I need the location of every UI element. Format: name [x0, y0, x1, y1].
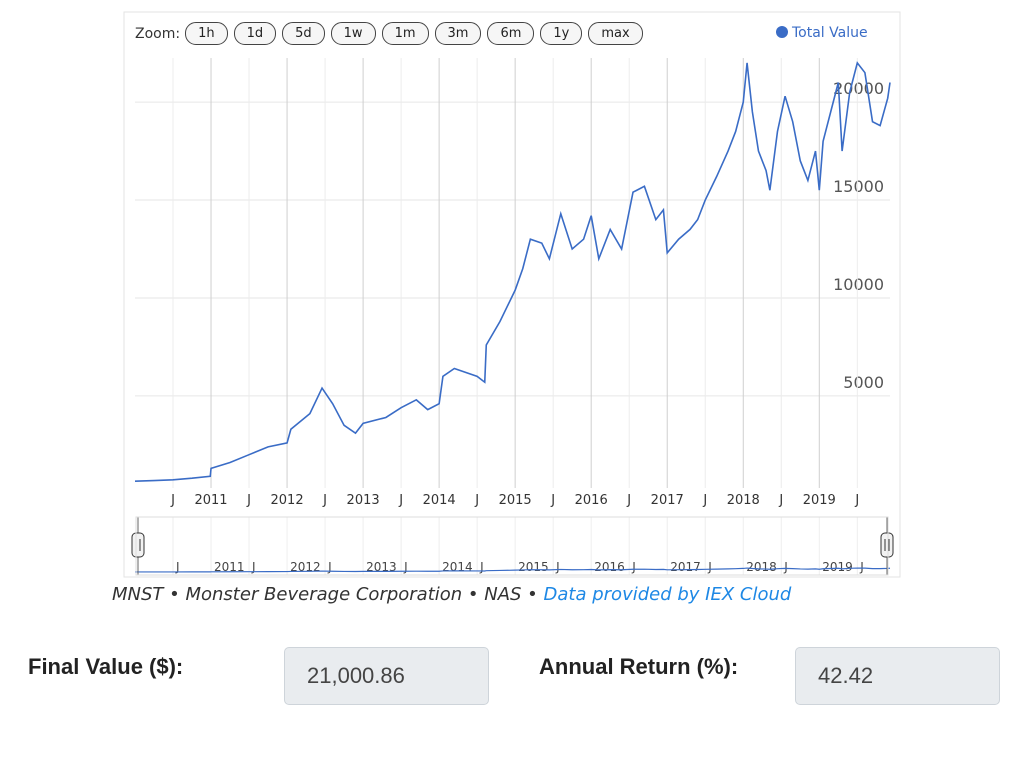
result-label: Final Value ($): [28, 654, 184, 679]
x-tick-label: 2017 [651, 493, 684, 508]
x-tick-label: 2013 [347, 493, 380, 508]
result-value: 42.42 [795, 647, 1000, 705]
legend-label: Total Value [791, 25, 868, 41]
zoom-button[interactable]: max [588, 22, 643, 45]
x-tick-label: J [246, 493, 251, 508]
zoom-button[interactable]: 3m [434, 22, 482, 45]
y-tick-label: 10000 [833, 275, 884, 294]
x-tick-label: 2014 [423, 493, 456, 508]
navigator-label: 2017 [670, 560, 701, 574]
navigator-label: J [859, 560, 864, 574]
navigator-label: J [403, 560, 408, 574]
y-tick-label: 15000 [833, 177, 884, 196]
navigator-handle[interactable] [880, 532, 894, 558]
zoom-button[interactable]: 1h [185, 22, 228, 45]
x-tick-label: 2019 [803, 493, 836, 508]
zoom-button[interactable]: 6m [487, 22, 535, 45]
chart-frame [123, 11, 901, 578]
x-tick-label: J [170, 493, 175, 508]
x-tick-label: 2015 [499, 493, 532, 508]
x-tick-label: J [702, 493, 707, 508]
navigator-label: 2015 [518, 560, 549, 574]
legend-marker [776, 26, 788, 38]
chart: 5000 10000 15000 20000 J J 2011 2011 J J 2012 2012 J… [123, 11, 901, 578]
x-tick-label: 2012 [271, 493, 304, 508]
zoom-button[interactable]: 1m [381, 22, 429, 45]
x-tick-label: 2018 [727, 493, 760, 508]
data-link[interactable]: Data provided by IEX Cloud [543, 584, 792, 605]
zoom-button[interactable]: 1w [330, 22, 376, 45]
navigator-label: J [175, 560, 180, 574]
navigator-label: J [707, 560, 712, 574]
navigator-label: 2018 [746, 560, 777, 574]
x-tick-label: J [854, 493, 859, 508]
navigator-label: 2014 [442, 560, 473, 574]
x-tick-label: J [778, 493, 783, 508]
result-label: Annual Return (%): [539, 654, 739, 679]
zoom-button[interactable]: 1y [540, 22, 583, 45]
navigator-label: 2012 [290, 560, 321, 574]
navigator-label: J [251, 560, 256, 574]
navigator-handle[interactable] [131, 532, 145, 558]
navigator-label: J [479, 560, 484, 574]
navigator-label: J [783, 560, 788, 574]
navigator-line [134, 567, 891, 573]
x-tick-label: 2011 [194, 493, 227, 508]
x-tick-label: J [626, 493, 631, 508]
navigator-label: J [327, 560, 332, 574]
navigator-label: 2016 [594, 560, 625, 574]
zoom-label: Zoom: [135, 25, 181, 42]
navigator [135, 516, 889, 576]
zoom-button[interactable]: 5d [282, 22, 325, 45]
navigator-label: 2019 [822, 560, 853, 574]
x-tick-label: J [398, 493, 403, 508]
y-tick-label: 5000 [843, 373, 884, 392]
x-tick-label: J [474, 493, 479, 508]
series-line [134, 61, 891, 482]
zoom-button[interactable]: 1d [233, 22, 277, 45]
navigator-label: J [631, 560, 636, 574]
caption-text: MNST • Monster Beverage Corporation • NA… [112, 584, 538, 605]
navigator-label: 2011 [214, 560, 245, 574]
x-tick-label: 2016 [575, 493, 608, 508]
navigator-label: 2013 [366, 560, 397, 574]
caption: MNST • Monster Beverage Corporation • NA… [112, 584, 791, 605]
x-tick-label: J [550, 493, 555, 508]
zoom-bar: Zoom: 1h 1d 5d 1w 1m 3m 6m 1y max [135, 22, 649, 45]
result-value: 21,000.86 [284, 647, 489, 705]
x-tick-label: J [322, 493, 327, 508]
y-tick-label: 20000 [833, 79, 884, 98]
navigator-label: J [555, 560, 560, 574]
